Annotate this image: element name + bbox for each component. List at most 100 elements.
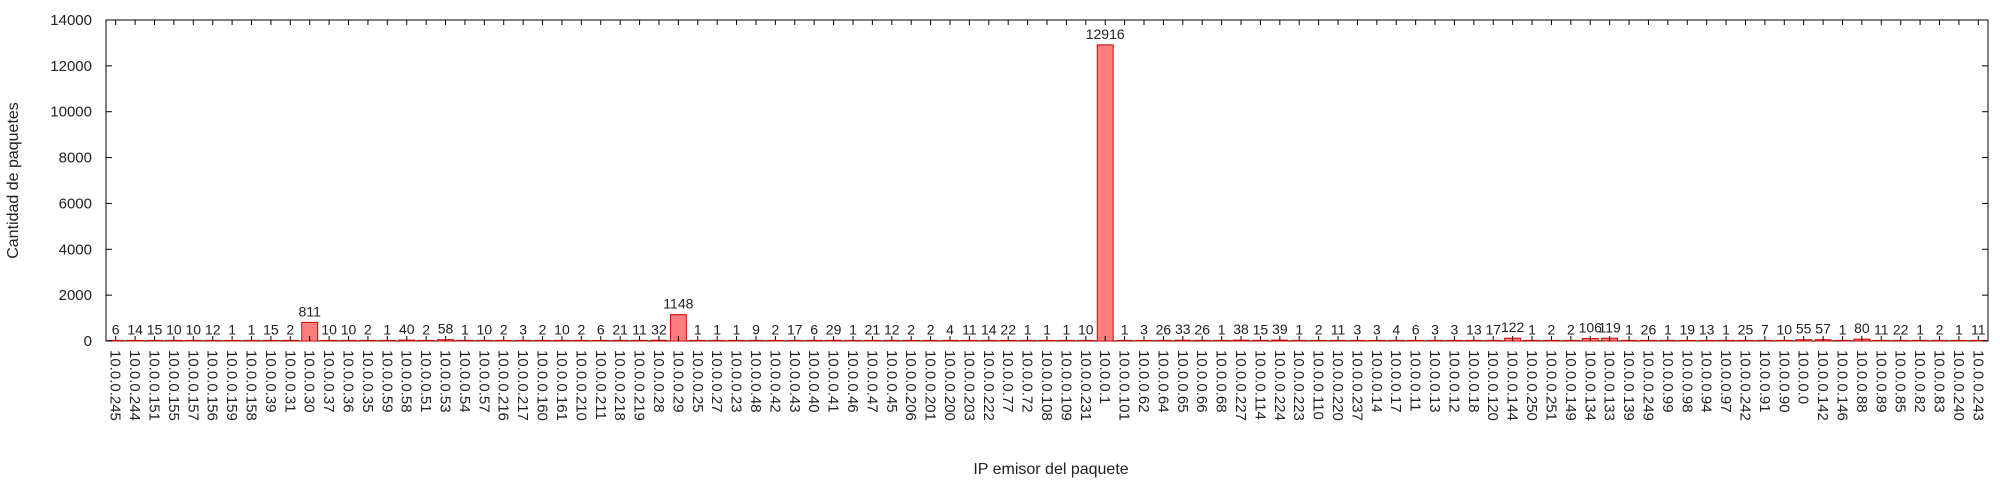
- data-label: 14: [981, 321, 997, 337]
- x-tick-label: 10.0.0.68: [1213, 350, 1230, 413]
- data-label: 13: [1699, 321, 1715, 337]
- x-tick-label: 10.0.0.222: [980, 350, 997, 421]
- data-label: 2: [771, 321, 779, 337]
- data-label: 2: [539, 321, 547, 337]
- data-label: 15: [263, 321, 279, 337]
- data-label: 2: [1936, 321, 1944, 337]
- x-tick-label: 10.0.0.39: [262, 350, 279, 413]
- data-label: 1: [713, 321, 721, 337]
- data-label: 811: [299, 303, 322, 319]
- plot-frame: [105, 19, 1989, 342]
- x-tick-label: 10.0.0.12: [1445, 350, 1462, 413]
- data-label: 10: [1078, 321, 1094, 337]
- data-label: 10: [341, 321, 357, 337]
- data-label: 2: [1548, 321, 1556, 337]
- data-label: 1: [1722, 321, 1730, 337]
- x-tick-label: 10.0.0.114: [1251, 350, 1268, 420]
- x-tick-label: 10.0.0.43: [786, 350, 803, 413]
- data-label: 3: [1354, 321, 1362, 337]
- data-label: 11: [632, 321, 647, 337]
- x-tick-label: 10.0.0.0: [1795, 350, 1812, 404]
- data-label: 25: [1738, 321, 1754, 337]
- data-label: 1: [694, 321, 702, 337]
- data-label: 55: [1796, 321, 1812, 337]
- data-label: 6: [810, 321, 818, 337]
- x-tick-label: 10.0.0.250: [1523, 350, 1540, 421]
- data-label: 2: [577, 321, 585, 337]
- x-tick-label: 10.0.0.249: [1639, 350, 1656, 421]
- x-tick-label: 10.0.0.149: [1562, 350, 1579, 421]
- data-label: 29: [826, 321, 842, 337]
- data-label: 39: [1272, 321, 1288, 337]
- x-tick-label: 10.0.0.35: [359, 350, 376, 413]
- x-tick-label: 10.0.0.251: [1542, 350, 1559, 421]
- x-tick-label: 10.0.0.65: [1174, 350, 1191, 413]
- x-tick-label: 10.0.0.160: [534, 350, 551, 421]
- x-tick-label: 10.0.0.155: [165, 350, 182, 421]
- x-tick-label: 10.0.0.216: [495, 350, 512, 421]
- data-label: 40: [399, 321, 415, 337]
- x-tick-label: 10.0.0.120: [1484, 350, 1501, 421]
- data-label: 21: [612, 321, 628, 337]
- data-label: 1: [733, 321, 741, 337]
- x-tick-label: 10.0.0.30: [301, 350, 318, 413]
- data-label: 15: [1253, 321, 1269, 337]
- x-tick-label: 10.0.0.161: [553, 350, 570, 421]
- y-tick-label: 8000: [59, 150, 92, 167]
- data-label: 1: [849, 321, 857, 337]
- data-label: 1: [1295, 321, 1303, 337]
- data-label: 22: [1893, 321, 1909, 337]
- data-label: 1: [1024, 321, 1032, 337]
- x-tick-label: 10.0.0.82: [1911, 350, 1928, 413]
- data-label: 122: [1501, 319, 1525, 335]
- x-tick-label: 10.0.0.46: [844, 350, 861, 413]
- data-label: 19: [1679, 321, 1695, 337]
- data-label: 6: [597, 321, 605, 337]
- x-tick-label: 10.0.0.97: [1717, 350, 1734, 413]
- data-label: 2: [500, 321, 508, 337]
- y-tick-label: 12000: [50, 58, 92, 75]
- data-label: 26: [1194, 321, 1210, 337]
- data-label: 12: [205, 321, 221, 337]
- x-tick-label: 10.0.0.98: [1678, 350, 1695, 413]
- data-label: 1: [1625, 321, 1633, 337]
- data-label: 10: [186, 321, 202, 337]
- data-label: 10: [321, 321, 337, 337]
- data-label: 80: [1854, 320, 1870, 336]
- x-tick-label: 10.0.0.94: [1698, 350, 1715, 413]
- bar-10.0.0.1: [1096, 44, 1114, 342]
- data-label: 3: [1140, 321, 1148, 337]
- data-label: 2: [927, 321, 935, 337]
- x-tick-label: 10.0.0.206: [902, 350, 919, 421]
- x-tick-label: 10.0.0.31: [281, 350, 298, 413]
- data-label: 12: [884, 321, 900, 337]
- x-tick-label: 10.0.0.36: [340, 350, 357, 413]
- data-label: 1: [383, 321, 391, 337]
- x-tick-label: 10.0.0.110: [1310, 350, 1327, 420]
- data-label: 11: [962, 321, 977, 337]
- data-label: 33: [1175, 321, 1191, 337]
- x-tick-label: 10.0.0.151: [146, 350, 163, 421]
- data-label: 26: [1156, 321, 1172, 337]
- data-label: 2: [1315, 321, 1323, 337]
- x-tick-label: 10.0.0.245: [107, 350, 124, 421]
- y-axis-title: Cantidad de paquetes: [5, 102, 22, 259]
- x-tick-label: 10.0.0.237: [1348, 350, 1365, 421]
- data-label: 2: [286, 321, 294, 337]
- data-label: 13: [1466, 321, 1482, 337]
- x-tick-label: 10.0.0.200: [941, 350, 958, 421]
- data-label: 57: [1815, 321, 1831, 337]
- data-label: 17: [1485, 321, 1501, 337]
- x-tick-label: 10.0.0.59: [378, 350, 395, 413]
- x-tick-label: 10.0.0.210: [572, 350, 589, 421]
- x-tick-label: 10.0.0.27: [708, 350, 725, 413]
- data-label: 1: [461, 321, 469, 337]
- data-label: 6: [112, 321, 120, 337]
- x-tick-label: 10.0.0.133: [1601, 350, 1618, 421]
- x-tick-label: 10.0.0.134: [1581, 350, 1598, 421]
- x-tick-label: 10.0.0.40: [805, 350, 822, 413]
- data-label: 14: [127, 321, 143, 337]
- data-label: 106: [1579, 320, 1603, 336]
- x-tick-label: 10.0.0.41: [825, 350, 842, 413]
